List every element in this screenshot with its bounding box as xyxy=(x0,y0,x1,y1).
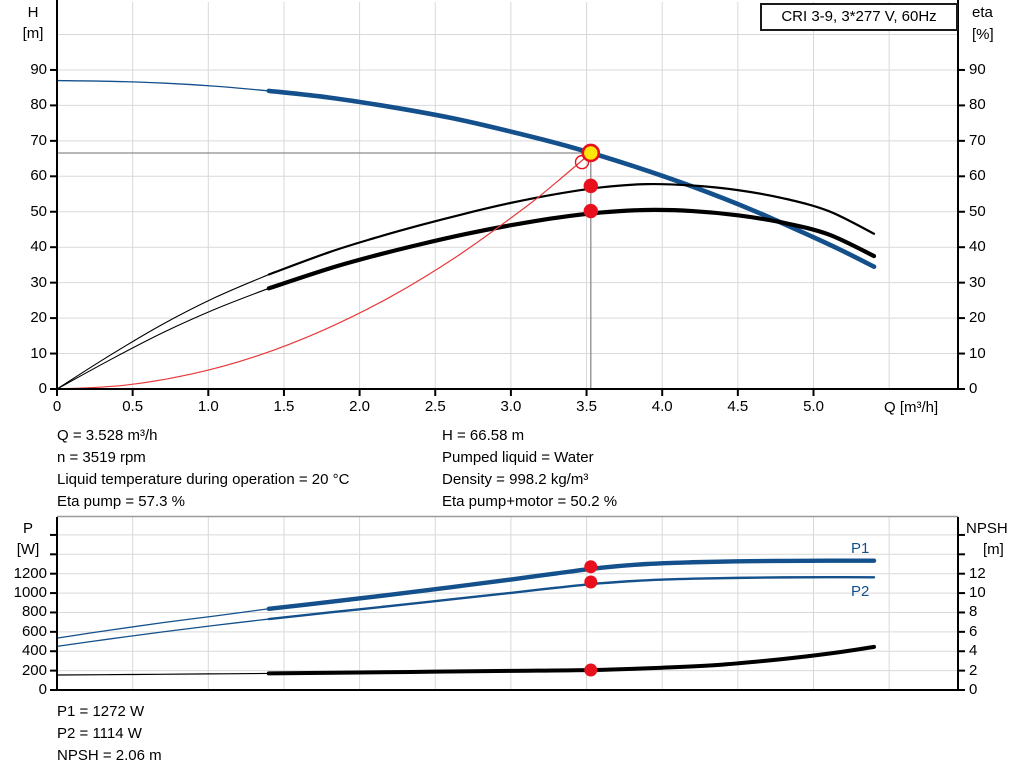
annotation-n: n = 3519 rpm xyxy=(57,449,146,466)
npsh-axis-unit: [m] xyxy=(983,541,1004,558)
npsh-tick-label: 2 xyxy=(969,663,977,679)
h-tick-label: 40 xyxy=(7,239,47,255)
h-tick-label: 90 xyxy=(7,62,47,78)
annotation-p2: P2 = 1114 W xyxy=(57,725,142,742)
operating-point-marker xyxy=(584,576,597,589)
annotation-npsh: NPSH = 2.06 m xyxy=(57,747,162,764)
x-tick-label: 4.5 xyxy=(716,399,760,415)
annotation-pumped-liquid: Pumped liquid = Water xyxy=(442,449,594,466)
annotation-eta-pump-motor: Eta pump+motor = 50.2 % xyxy=(442,493,617,510)
q-axis-title: Q [m³/h] xyxy=(884,399,938,416)
eta-tick-label: 40 xyxy=(969,239,986,255)
x-tick-label: 4.0 xyxy=(640,399,684,415)
efficiency-point-marker xyxy=(584,204,598,218)
eta-axis-unit: [%] xyxy=(972,26,994,43)
h-tick-label: 80 xyxy=(7,97,47,113)
eta-tick-label: 10 xyxy=(969,346,986,362)
p2-curve-label: P2 xyxy=(851,583,869,600)
pump-curves-canvas xyxy=(0,0,1024,781)
npsh-tick-label: 12 xyxy=(969,566,986,582)
eta-tick-label: 90 xyxy=(969,62,986,78)
annotation-q: Q = 3.528 m³/h xyxy=(57,427,157,444)
eta-tick-label: 60 xyxy=(969,168,986,184)
p-tick-label: 0 xyxy=(7,682,47,698)
npsh-tick-label: 4 xyxy=(969,643,977,659)
eta-tick-label: 70 xyxy=(969,133,986,149)
pump-model-title: CRI 3-9, 3*277 V, 60Hz xyxy=(760,3,958,31)
efficiency-point-marker xyxy=(584,179,598,193)
x-tick-label: 0.5 xyxy=(111,399,155,415)
h-tick-label: 20 xyxy=(7,310,47,326)
h-tick-label: 0 xyxy=(7,381,47,397)
annotation-p1: P1 = 1272 W xyxy=(57,703,144,720)
p-tick-label: 1200 xyxy=(7,566,47,582)
eta-pump-motor-curve-thin xyxy=(57,288,269,389)
npsh-tick-label: 6 xyxy=(969,624,977,640)
x-tick-label: 5.0 xyxy=(792,399,836,415)
eta-axis-title: eta xyxy=(972,4,993,21)
h-axis-title: H xyxy=(13,4,53,21)
p-tick-label: 400 xyxy=(7,643,47,659)
h-tick-label: 10 xyxy=(7,346,47,362)
h-tick-label: 50 xyxy=(7,204,47,220)
x-tick-label: 3.0 xyxy=(489,399,533,415)
eta-tick-label: 0 xyxy=(969,381,977,397)
h-tick-label: 30 xyxy=(7,275,47,291)
annotation-eta-pump: Eta pump = 57.3 % xyxy=(57,493,185,510)
npsh-curve-thin xyxy=(57,673,269,675)
p1-curve-label: P1 xyxy=(851,540,869,557)
x-tick-label: 2.0 xyxy=(338,399,382,415)
h-axis-unit: [m] xyxy=(13,25,53,42)
p-axis-unit: [W] xyxy=(8,541,48,558)
npsh-tick-label: 8 xyxy=(969,604,977,620)
annotation-h: H = 66.58 m xyxy=(442,427,524,444)
npsh-tick-label: 10 xyxy=(969,585,986,601)
h-tick-label: 60 xyxy=(7,168,47,184)
operating-point-marker xyxy=(584,664,597,677)
x-tick-label: 0 xyxy=(35,399,79,415)
x-tick-label: 1.5 xyxy=(262,399,306,415)
pump-performance-chart-page: H [m] eta [%] Q [m³/h] CRI 3-9, 3*277 V,… xyxy=(0,0,1024,781)
h-tick-label: 70 xyxy=(7,133,47,149)
eta-tick-label: 30 xyxy=(969,275,986,291)
p-tick-label: 200 xyxy=(7,663,47,679)
p-tick-label: 800 xyxy=(7,604,47,620)
npsh-tick-label: 0 xyxy=(969,682,977,698)
x-tick-label: 1.0 xyxy=(186,399,230,415)
x-tick-label: 3.5 xyxy=(565,399,609,415)
eta-tick-label: 80 xyxy=(969,97,986,113)
pump-head-curve-thin xyxy=(57,81,269,91)
npsh-axis-title: NPSH xyxy=(966,520,1008,537)
eta-tick-label: 20 xyxy=(969,310,986,326)
p-tick-label: 600 xyxy=(7,624,47,640)
duty-point-marker xyxy=(583,145,599,161)
eta-tick-label: 50 xyxy=(969,204,986,220)
p-axis-title: P xyxy=(8,520,48,537)
p1-curve-thin xyxy=(57,609,269,638)
operating-point-marker xyxy=(584,560,597,573)
annotation-liquid-temp: Liquid temperature during operation = 20… xyxy=(57,471,349,488)
x-tick-label: 2.5 xyxy=(413,399,457,415)
annotation-density: Density = 998.2 kg/m³ xyxy=(442,471,588,488)
p-tick-label: 1000 xyxy=(7,585,47,601)
